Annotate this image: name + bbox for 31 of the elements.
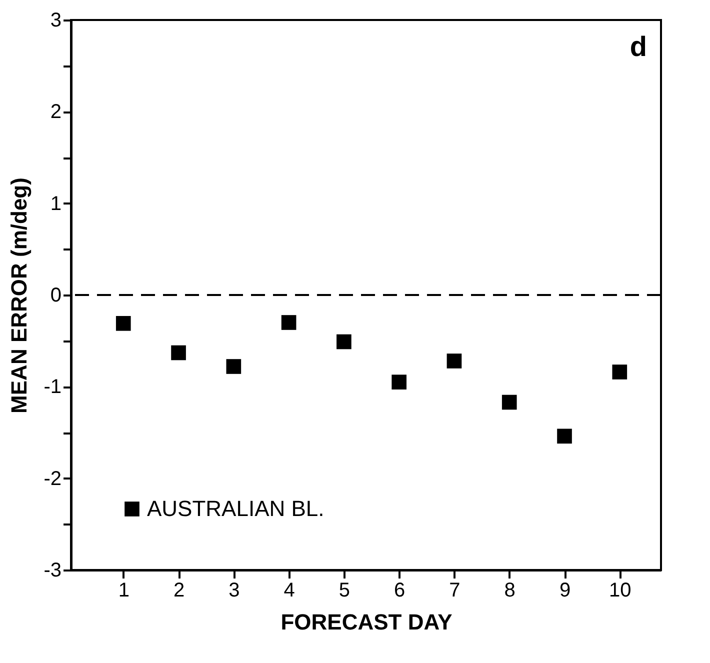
x-tick-label: 1 [118, 580, 130, 602]
point [116, 316, 131, 331]
x-tick-label: 3 [228, 580, 240, 602]
x-tick-label: 10 [609, 580, 632, 602]
point [392, 374, 406, 390]
point [336, 334, 352, 350]
point [281, 315, 296, 330]
y-tick-label: 0 [50, 284, 62, 306]
y-tick-label: -2 [44, 468, 62, 490]
x-tick-label: 2 [173, 580, 185, 602]
y-axis-title: MEAN ERROR (m/deg) [6, 178, 32, 414]
x-tick-label: 8 [504, 580, 516, 602]
y-tick-label: -1 [44, 376, 62, 398]
point [226, 359, 242, 374]
x-axis-title: FORECAST DAY [280, 610, 453, 634]
legend-label: AUSTRALIAN BL. [147, 496, 324, 521]
x-tick-label: 6 [394, 580, 406, 602]
point [446, 354, 462, 368]
x-tick-label: 5 [338, 580, 350, 602]
point [502, 394, 517, 410]
point [612, 364, 628, 380]
y-tick-label: -3 [44, 560, 62, 582]
point [557, 428, 572, 444]
y-tick-label: 1 [50, 192, 62, 215]
x-tick-label: 9 [559, 580, 571, 602]
x-tick-label: 4 [284, 580, 295, 602]
x-tick-label: 7 [449, 580, 460, 602]
annotation: d [630, 31, 647, 62]
y-tick-label: 2 [50, 101, 62, 124]
y-tick-label: 3 [50, 10, 62, 32]
point [171, 345, 186, 360]
